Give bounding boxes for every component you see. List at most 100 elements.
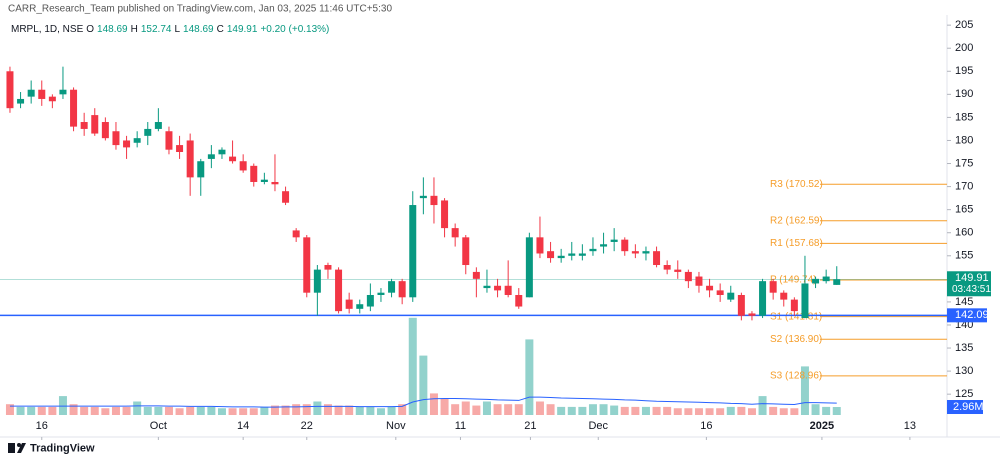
x-tick-label: 21: [524, 420, 536, 432]
candle-body: [589, 248, 597, 252]
candle-body: [91, 115, 99, 134]
volume-bar: [37, 406, 46, 415]
candle-body: [303, 237, 311, 293]
volume-bar: [58, 396, 67, 415]
volume-bar: [292, 404, 301, 415]
volume-bar: [599, 404, 608, 415]
candle-body: [229, 156, 237, 162]
footer-brand: TradingView: [30, 442, 95, 454]
candle-body: [716, 290, 724, 295]
volume-bar: [101, 408, 110, 415]
candle-body: [324, 265, 332, 270]
x-tick-label: 11: [455, 420, 466, 432]
volume-bar: [663, 406, 672, 415]
candle-body: [250, 165, 258, 182]
volume-bar: [620, 406, 629, 415]
footer-logo: TradingView: [8, 442, 95, 454]
volume-bar: [673, 408, 682, 415]
pivot-label: R2 (162.59): [770, 215, 823, 226]
volume-bar: [641, 406, 650, 415]
volume-bar: [302, 404, 311, 415]
pivot-label: R1 (157.68): [770, 238, 823, 249]
candle-body: [48, 96, 56, 102]
volume-bar: [196, 406, 205, 415]
candle-body: [335, 269, 343, 312]
candle-body: [260, 179, 268, 182]
volume-bar: [493, 404, 502, 415]
legend-change: +0.20 (+0.13%): [260, 24, 329, 35]
volume-bar: [429, 393, 438, 415]
candle-body: [207, 154, 215, 159]
volume-bar: [610, 405, 619, 415]
volume-bar: [27, 406, 36, 415]
y-tick-label: 185: [955, 111, 973, 123]
volume-bar: [16, 406, 25, 415]
x-tick-label: 16: [700, 420, 712, 432]
candle-body: [186, 140, 194, 178]
x-tick-label: 13: [904, 420, 916, 432]
volume-bar: [504, 404, 513, 415]
candle-body: [812, 278, 820, 284]
volume-bar: [578, 406, 587, 415]
y-tick-label: 130: [955, 365, 973, 377]
candle-body: [6, 71, 14, 109]
candle-body: [112, 131, 120, 146]
volume-bar: [207, 406, 216, 415]
candle-body: [557, 255, 565, 259]
candle-body: [494, 285, 502, 291]
candle-body: [165, 131, 173, 150]
volume-label-box: [947, 400, 983, 415]
candle-body: [218, 149, 226, 155]
y-tick-label: 135: [955, 342, 973, 354]
y-tick-label: 125: [955, 388, 973, 400]
candle-body: [621, 239, 629, 252]
volume-bar: [440, 398, 449, 415]
candle-body: [472, 271, 480, 279]
volume-bar: [260, 406, 269, 415]
candle-body: [653, 251, 661, 266]
volume-bar: [684, 408, 693, 415]
y-tick-label: 205: [955, 19, 973, 31]
volume-bar: [451, 404, 460, 415]
legend: MRPL, 1D, NSE O 148.69 H 152.74 L 148.69 C 149.9…: [11, 24, 329, 35]
candle-body: [356, 304, 364, 309]
y-tick-label: 195: [955, 65, 973, 77]
candle-body: [727, 292, 735, 300]
candle-body: [759, 281, 767, 316]
candle-body: [462, 237, 470, 266]
volume-bar: [716, 408, 725, 415]
volume-bar: [5, 404, 14, 415]
candle-body: [366, 294, 374, 307]
candle-body: [38, 89, 46, 99]
candle-body: [737, 294, 745, 316]
volume-bar: [111, 406, 120, 415]
volume-bar: [270, 405, 279, 415]
candle-body: [674, 269, 682, 272]
volume-bar: [726, 406, 735, 415]
candle-body: [600, 244, 608, 247]
legend-label: L: [174, 24, 180, 35]
volume-bar: [133, 401, 142, 415]
volume-bar: [186, 406, 195, 415]
candle-body: [483, 285, 491, 289]
candle-body: [822, 276, 830, 282]
candle-body: [176, 145, 184, 152]
volume-bar: [387, 406, 396, 415]
candle-body: [271, 181, 279, 185]
legend-label: H: [131, 24, 138, 35]
x-tick-label: Nov: [386, 420, 406, 432]
volume-bar: [313, 401, 322, 415]
volume-bar: [154, 406, 163, 415]
volume-bar: [694, 408, 703, 415]
legend-value: 148.69: [183, 24, 214, 35]
y-tick-label: 190: [955, 88, 973, 100]
volume-bar: [822, 406, 831, 415]
candle-body: [748, 313, 756, 316]
last-price-label: 149.91: [955, 272, 989, 284]
volume-bar: [48, 406, 57, 415]
volume-bar: [143, 406, 152, 415]
candle-body: [568, 253, 576, 256]
candle-body: [663, 265, 671, 270]
y-tick-label: 165: [955, 204, 973, 216]
